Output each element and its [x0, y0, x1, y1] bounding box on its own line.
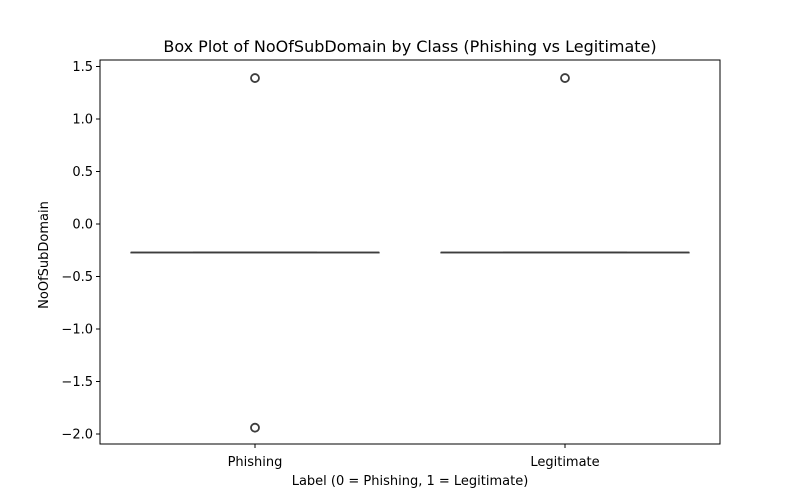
x-tick-label: Phishing	[228, 455, 283, 470]
y-tick-label: 0.5	[72, 165, 93, 180]
plot-area-frame	[99, 59, 721, 445]
y-axis-label: NoOfSubDomain	[37, 201, 52, 309]
y-tick-label: −2.0	[61, 428, 93, 443]
chart-title: Box Plot of NoOfSubDomain by Class (Phis…	[163, 37, 656, 56]
outlier-point	[250, 73, 260, 83]
y-tick-label: −0.5	[61, 270, 93, 285]
outlier-point	[250, 422, 260, 433]
y-tick-label: −1.5	[61, 375, 93, 390]
y-tick-label: −1.0	[61, 323, 93, 338]
x-tick-label: Legitimate	[530, 455, 599, 470]
y-tick-label: 0.0	[72, 218, 93, 233]
outlier-point	[560, 73, 570, 83]
y-tick-label: 1.0	[72, 113, 93, 128]
x-axis-label: Label (0 = Phishing, 1 = Legitimate)	[292, 474, 529, 489]
y-tick-label: 1.5	[72, 60, 93, 75]
